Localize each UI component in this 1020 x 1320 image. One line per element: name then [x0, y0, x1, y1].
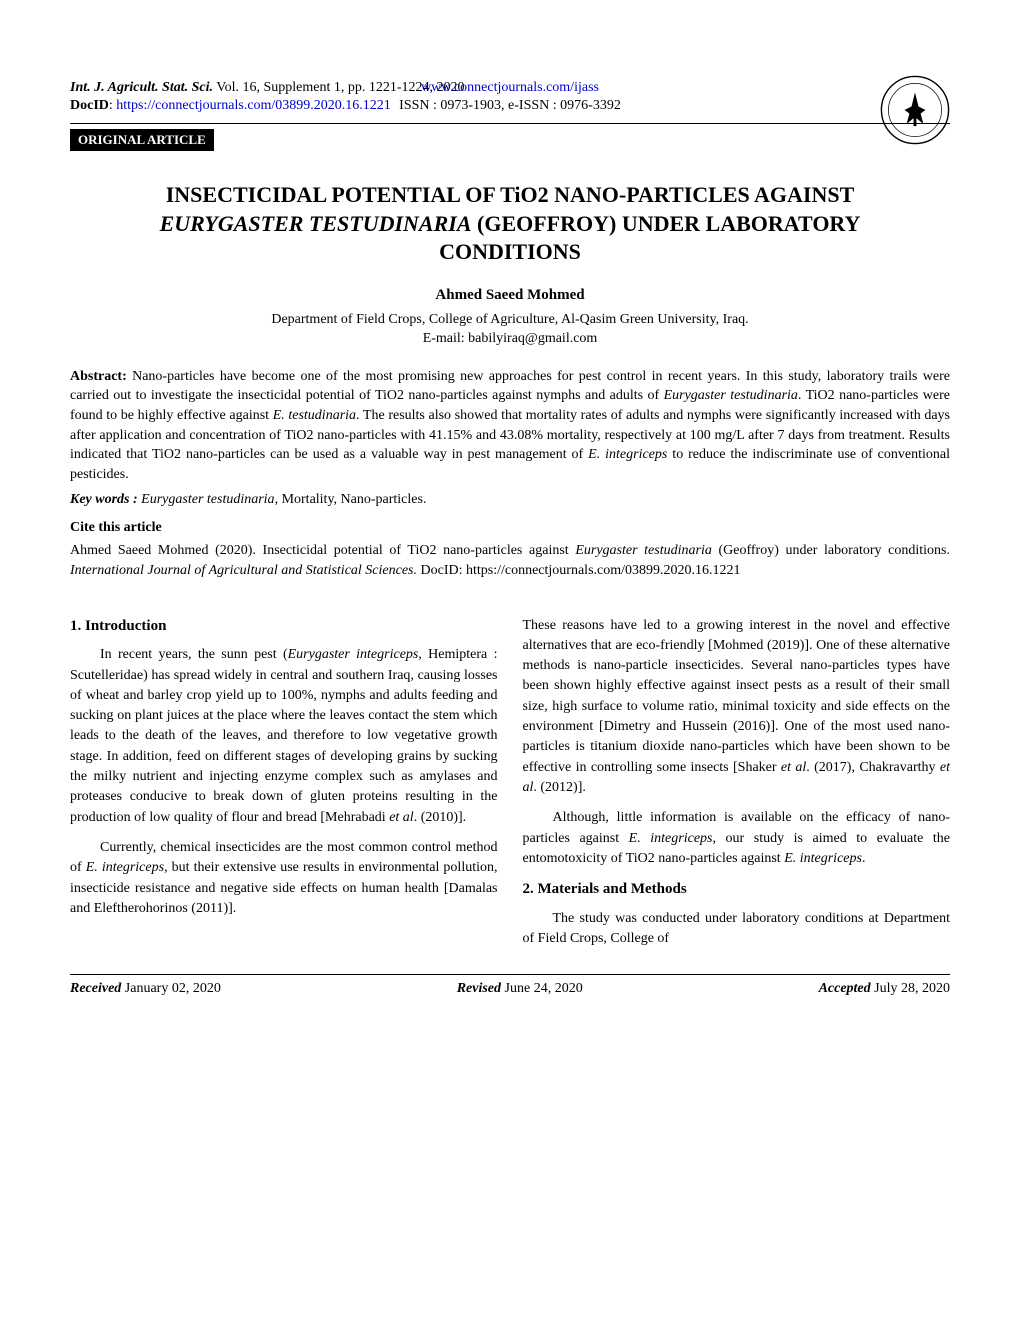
intro-p1-species1: Eurygaster integriceps	[288, 647, 419, 662]
title-line2-rest: (GEOFFROY) UNDER LABORATORY	[472, 211, 861, 236]
abstract-species3: E. integriceps	[588, 447, 667, 462]
footer: Received January 02, 2020 Revised June 2…	[70, 981, 950, 997]
col2-p2-species2: E. integriceps	[784, 851, 862, 866]
received-label: Received	[70, 981, 121, 996]
abstract-species1: Eurygaster testudinaria	[664, 388, 798, 403]
left-column: 1. Introduction In recent years, the sun…	[70, 616, 498, 960]
citation-text2: (Geoffroy) under laboratory conditions.	[712, 543, 950, 558]
footer-divider	[70, 974, 950, 975]
citation-text1: Ahmed Saeed Mohmed (2020). Insecticidal …	[70, 543, 575, 558]
header-row: Int. J. Agricult. Stat. Sci. Vol. 16, Su…	[70, 80, 950, 118]
citation-text3: DocID: https://connectjournals.com/03899…	[417, 563, 741, 578]
abstract-label: Abstract:	[70, 369, 127, 384]
header-divider	[70, 123, 950, 124]
title-species: EURYGASTER TESTUDINARIA	[160, 211, 472, 236]
citation-species: Eurygaster testudinaria	[575, 543, 712, 558]
journal-abbrev: Int. J. Agricult. Stat. Sci.	[70, 80, 213, 95]
header-center: www.connectjournals.com/ijass ISSN : 097…	[399, 80, 621, 114]
accepted-label: Accepted	[819, 981, 871, 996]
col2-p1-text1: These reasons have led to a growing inte…	[523, 618, 951, 775]
content-columns: 1. Introduction In recent years, the sun…	[70, 616, 950, 960]
intro-p1-text2: , Hemiptera : Scutelleridae) has spread …	[70, 647, 498, 824]
cite-header: Cite this article	[70, 520, 950, 536]
received-date: January 02, 2020	[121, 981, 221, 996]
keywords: Key words : Eurygaster testudinaria, Mor…	[70, 492, 950, 508]
keywords-label: Key words :	[70, 492, 138, 507]
journal-url[interactable]: www.connectjournals.com/ijass	[399, 80, 621, 96]
abstract: Abstract: Nano-particles have become one…	[70, 367, 950, 485]
journal-logo-icon	[880, 75, 950, 145]
author-email: E-mail: babilyiraq@gmail.com	[70, 331, 950, 347]
title-line3: CONDITIONS	[439, 239, 581, 264]
col2-p1-etal1: et al	[781, 760, 806, 775]
keywords-species: Eurygaster testudinaria	[141, 492, 274, 507]
docid-label: DocID	[70, 98, 109, 113]
intro-p1-text3: . (2010)].	[414, 810, 467, 825]
affiliation: Department of Field Crops, College of Ag…	[70, 312, 950, 328]
author-name: Ahmed Saeed Mohmed	[70, 287, 950, 304]
accepted-date: July 28, 2020	[871, 981, 950, 996]
intro-p1-text1: In recent years, the sunn pest (	[100, 647, 288, 662]
issn: ISSN : 0973-1903, e-ISSN : 0976-3392	[399, 98, 621, 114]
intro-p2-species1: E. integriceps	[86, 860, 164, 875]
accepted: Accepted July 28, 2020	[819, 981, 950, 997]
col2-p2-species1: E. integriceps	[629, 831, 713, 846]
right-column: These reasons have led to a growing inte…	[523, 616, 951, 960]
citation-journal: International Journal of Agricultural an…	[70, 563, 417, 578]
col2-p1-text3: . (2012)].	[533, 780, 586, 795]
keywords-rest: , Mortality, Nano-particles.	[275, 492, 427, 507]
col2-p2-text3: .	[862, 851, 866, 866]
intro-header: 1. Introduction	[70, 616, 498, 638]
article-title: INSECTICIDAL POTENTIAL OF TiO2 NANO-PART…	[70, 181, 950, 267]
col2-p1: These reasons have led to a growing inte…	[523, 616, 951, 799]
methods-header: 2. Materials and Methods	[523, 879, 951, 901]
col2-p1-text2: . (2017), Chakravarthy	[806, 760, 940, 775]
article-type-badge: ORIGINAL ARTICLE	[70, 129, 214, 151]
abstract-species2: E. testudinaria	[273, 408, 356, 423]
revised: Revised June 24, 2020	[457, 981, 583, 997]
intro-p2: Currently, chemical insecticides are the…	[70, 838, 498, 919]
intro-p1: In recent years, the sunn pest (Eurygast…	[70, 645, 498, 828]
revised-date: June 24, 2020	[501, 981, 583, 996]
title-line1: INSECTICIDAL POTENTIAL OF TiO2 NANO-PART…	[166, 182, 855, 207]
docid-link[interactable]: https://connectjournals.com/03899.2020.1…	[116, 98, 391, 113]
revised-label: Revised	[457, 981, 501, 996]
citation: Ahmed Saeed Mohmed (2020). Insecticidal …	[70, 541, 950, 580]
received: Received January 02, 2020	[70, 981, 221, 997]
col2-p2: Although, little information is availabl…	[523, 808, 951, 869]
methods-p1: The study was conducted under laboratory…	[523, 909, 951, 950]
intro-p1-etal1: et al	[389, 810, 414, 825]
